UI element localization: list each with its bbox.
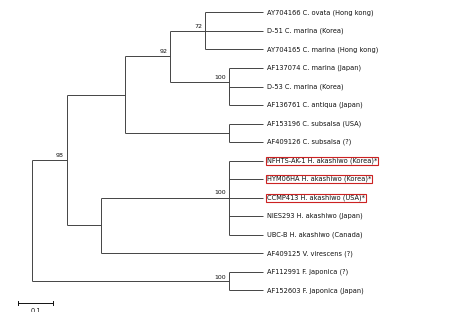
Text: HYM06HA H. akashiwo (Korea)*: HYM06HA H. akashiwo (Korea)* (267, 176, 371, 183)
Text: 100: 100 (215, 190, 226, 196)
Text: D-53 C. marina (Korea): D-53 C. marina (Korea) (267, 83, 344, 90)
Text: AY704166 C. ovata (Hong kong): AY704166 C. ovata (Hong kong) (267, 9, 373, 16)
Text: AY704165 C. marina (Hong kong): AY704165 C. marina (Hong kong) (267, 46, 378, 53)
Text: AF136761 C. antiqua (Japan): AF136761 C. antiqua (Japan) (267, 102, 363, 108)
Text: 98: 98 (56, 153, 64, 158)
Text: 100: 100 (215, 76, 226, 80)
Text: 72: 72 (194, 24, 202, 29)
Text: AF112991 F. japonica (?): AF112991 F. japonica (?) (267, 269, 348, 275)
Text: 0.1: 0.1 (30, 308, 41, 312)
Text: NFHTS-AK-1 H. akashiwo (Korea)*: NFHTS-AK-1 H. akashiwo (Korea)* (267, 157, 377, 164)
Text: D-51 C. marina (Korea): D-51 C. marina (Korea) (267, 28, 344, 34)
Text: AF409126 C. subsalsa (?): AF409126 C. subsalsa (?) (267, 139, 351, 145)
Text: AF409125 V. virescens (?): AF409125 V. virescens (?) (267, 250, 353, 256)
Text: CCMP413 H. akashiwo (USA)*: CCMP413 H. akashiwo (USA)* (267, 194, 365, 201)
Text: AF153196 C. subsalsa (USA): AF153196 C. subsalsa (USA) (267, 120, 361, 127)
Text: AF137074 C. marina (Japan): AF137074 C. marina (Japan) (267, 65, 361, 71)
Text: NIES293 H. akashiwo (Japan): NIES293 H. akashiwo (Japan) (267, 213, 363, 219)
Text: 100: 100 (215, 275, 226, 280)
Text: AF152603 F. japonica (Japan): AF152603 F. japonica (Japan) (267, 287, 364, 294)
Text: UBC-B H. akashiwo (Canada): UBC-B H. akashiwo (Canada) (267, 232, 363, 238)
Text: 92: 92 (160, 49, 167, 54)
